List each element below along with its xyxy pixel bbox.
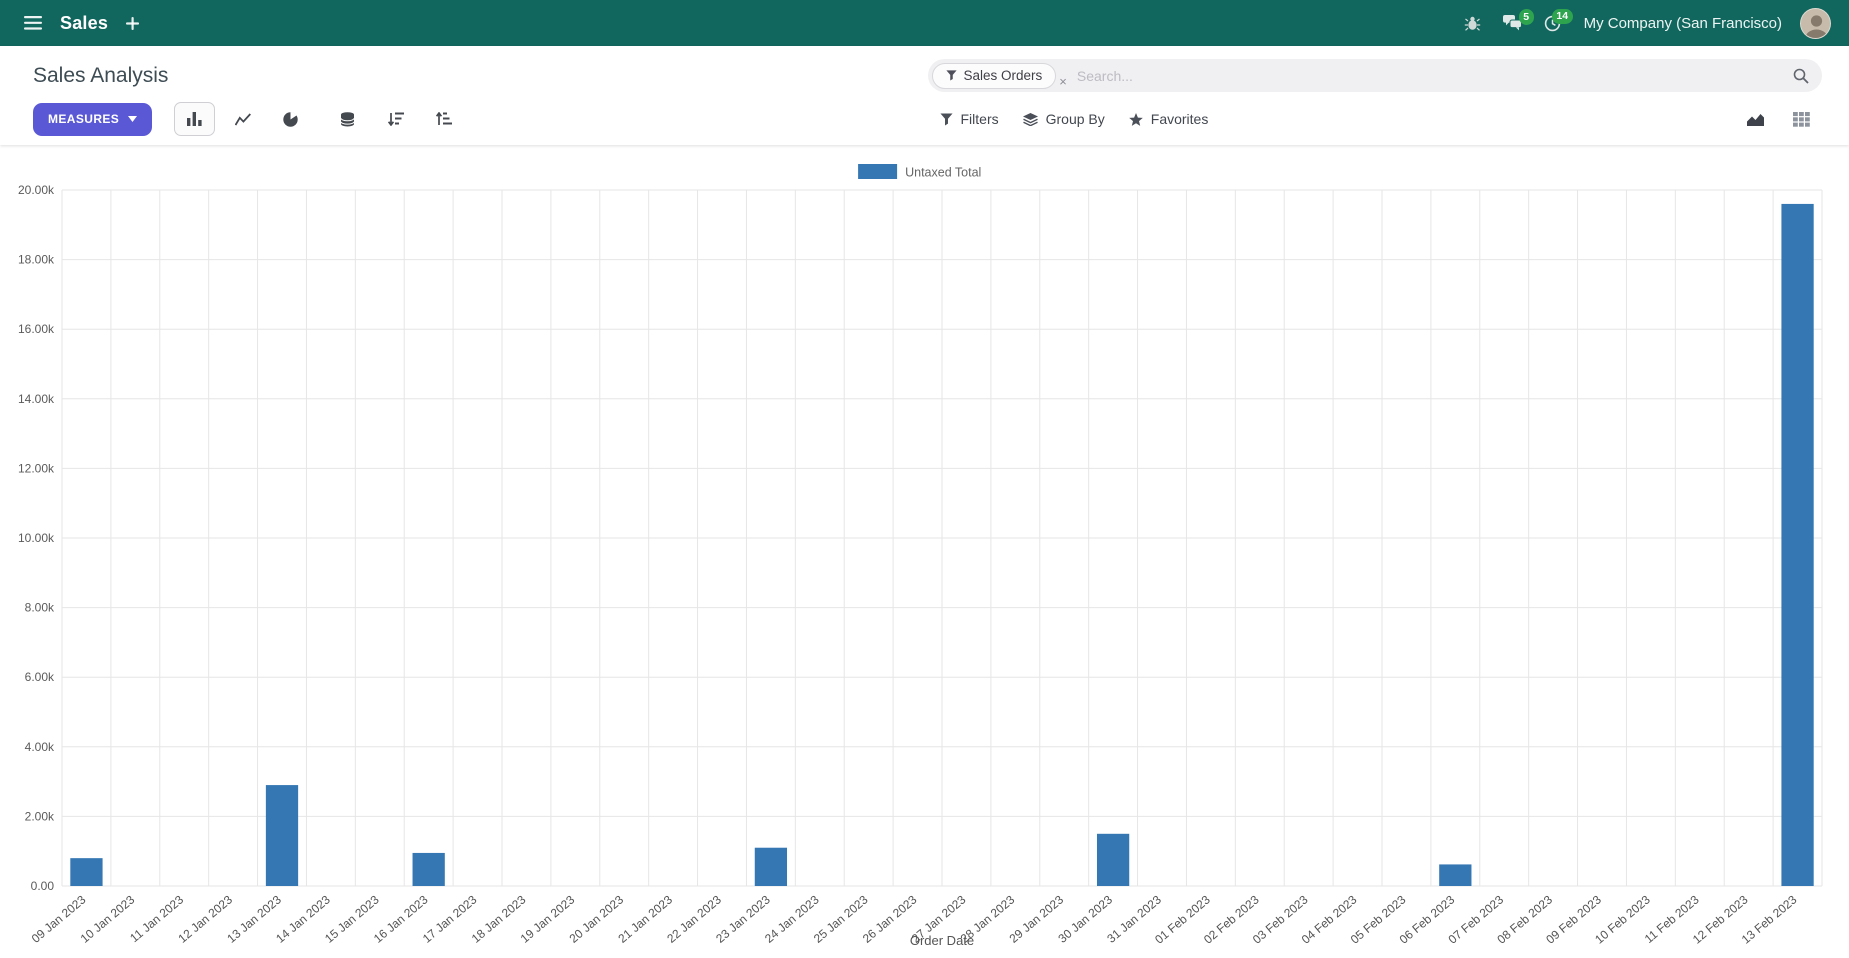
chart-options-group	[327, 102, 464, 136]
svg-text:8.00k: 8.00k	[25, 601, 55, 615]
search-input[interactable]	[1068, 67, 1793, 84]
pie-chart-icon	[283, 111, 298, 127]
app-name[interactable]: Sales	[60, 12, 109, 33]
new-window-button[interactable]	[116, 9, 149, 38]
svg-text:6.00k: 6.00k	[25, 670, 55, 684]
chart-type-group	[174, 102, 311, 136]
line-chart-button[interactable]	[222, 102, 263, 136]
line-chart-icon	[234, 112, 251, 125]
svg-text:Order Date: Order Date	[910, 933, 974, 948]
svg-text:14.00k: 14.00k	[18, 392, 55, 406]
stacked-toggle-button[interactable]	[327, 102, 368, 136]
debug-button[interactable]	[1455, 8, 1490, 39]
bug-icon	[1464, 16, 1480, 31]
area-chart-icon	[1747, 113, 1764, 126]
sort-descending-button[interactable]	[375, 102, 416, 136]
facet-remove-button[interactable]: ×	[1059, 74, 1067, 90]
layers-icon	[1022, 112, 1038, 126]
plus-icon	[126, 16, 140, 30]
svg-text:2.00k: 2.00k	[25, 809, 55, 823]
group-by-label: Group By	[1045, 111, 1105, 127]
pivot-grid-icon	[1793, 111, 1810, 127]
search-icon[interactable]	[1793, 68, 1809, 84]
bar-chart-icon	[186, 112, 202, 126]
page-title: Sales Analysis	[33, 63, 169, 87]
bar-chart-button[interactable]	[174, 102, 216, 136]
pivot-view-button[interactable]	[1781, 102, 1822, 136]
top-navbar: Sales 5	[0, 0, 1849, 46]
company-switcher[interactable]: My Company (San Francisco)	[1583, 14, 1782, 32]
search-facet-label: Sales Orders	[963, 68, 1043, 83]
measures-button[interactable]: MEASURES	[33, 102, 153, 136]
control-panel: Sales Analysis Sales Orders × MEASURES	[0, 46, 1849, 145]
graph-view-button[interactable]	[1735, 102, 1776, 136]
chat-icon	[1502, 15, 1522, 31]
filters-label: Filters	[960, 111, 999, 127]
pie-chart-button[interactable]	[270, 102, 311, 136]
caret-down-icon	[128, 116, 138, 122]
search-facet-sales-orders[interactable]: Sales Orders	[931, 62, 1057, 89]
user-menu-button[interactable]	[1796, 7, 1835, 39]
sort-ascending-button[interactable]	[423, 102, 464, 136]
svg-text:20.00k: 20.00k	[18, 183, 55, 197]
messages-button[interactable]: 5	[1494, 7, 1534, 39]
svg-text:16.00k: 16.00k	[18, 322, 55, 336]
svg-text:12.00k: 12.00k	[18, 461, 55, 475]
filter-icon	[939, 112, 953, 125]
search-bar[interactable]: Sales Orders ×	[927, 59, 1822, 92]
measures-label: MEASURES	[48, 112, 120, 126]
chart-area: 0.00 2.00k 4.00k 6.00k 8.00k 10.00k 12.00k 14.0…	[0, 145, 1849, 958]
activities-badge: 14	[1551, 8, 1573, 24]
sort-ascending-icon	[435, 112, 452, 125]
svg-text:10 Jan 2023: 10 Jan 2023	[78, 892, 138, 945]
apps-menu-button[interactable]	[14, 8, 52, 38]
svg-text:0.00: 0.00	[31, 879, 55, 893]
star-icon	[1128, 112, 1143, 126]
favorites-label: Favorites	[1150, 111, 1209, 127]
svg-text:10.00k: 10.00k	[18, 531, 55, 545]
activities-button[interactable]: 14	[1535, 7, 1573, 40]
svg-text:Untaxed Total: Untaxed Total	[905, 166, 981, 180]
bar-chart[interactable]: 0.00 2.00k 4.00k 6.00k 8.00k 10.00k 12.00k 14.0…	[0, 145, 1849, 958]
avatar	[1800, 7, 1831, 39]
svg-text:4.00k: 4.00k	[25, 740, 55, 754]
sort-descending-icon	[387, 112, 404, 126]
hamburger-icon	[24, 16, 42, 30]
filters-button[interactable]: Filters	[928, 105, 1011, 133]
group-by-button[interactable]: Group By	[1011, 105, 1117, 133]
favorites-button[interactable]: Favorites	[1117, 105, 1221, 133]
messages-badge: 5	[1518, 9, 1534, 25]
filter-facet-icon	[945, 70, 957, 81]
stacked-icon	[340, 111, 355, 126]
svg-text:18.00k: 18.00k	[18, 253, 55, 267]
view-switcher	[1735, 102, 1822, 136]
